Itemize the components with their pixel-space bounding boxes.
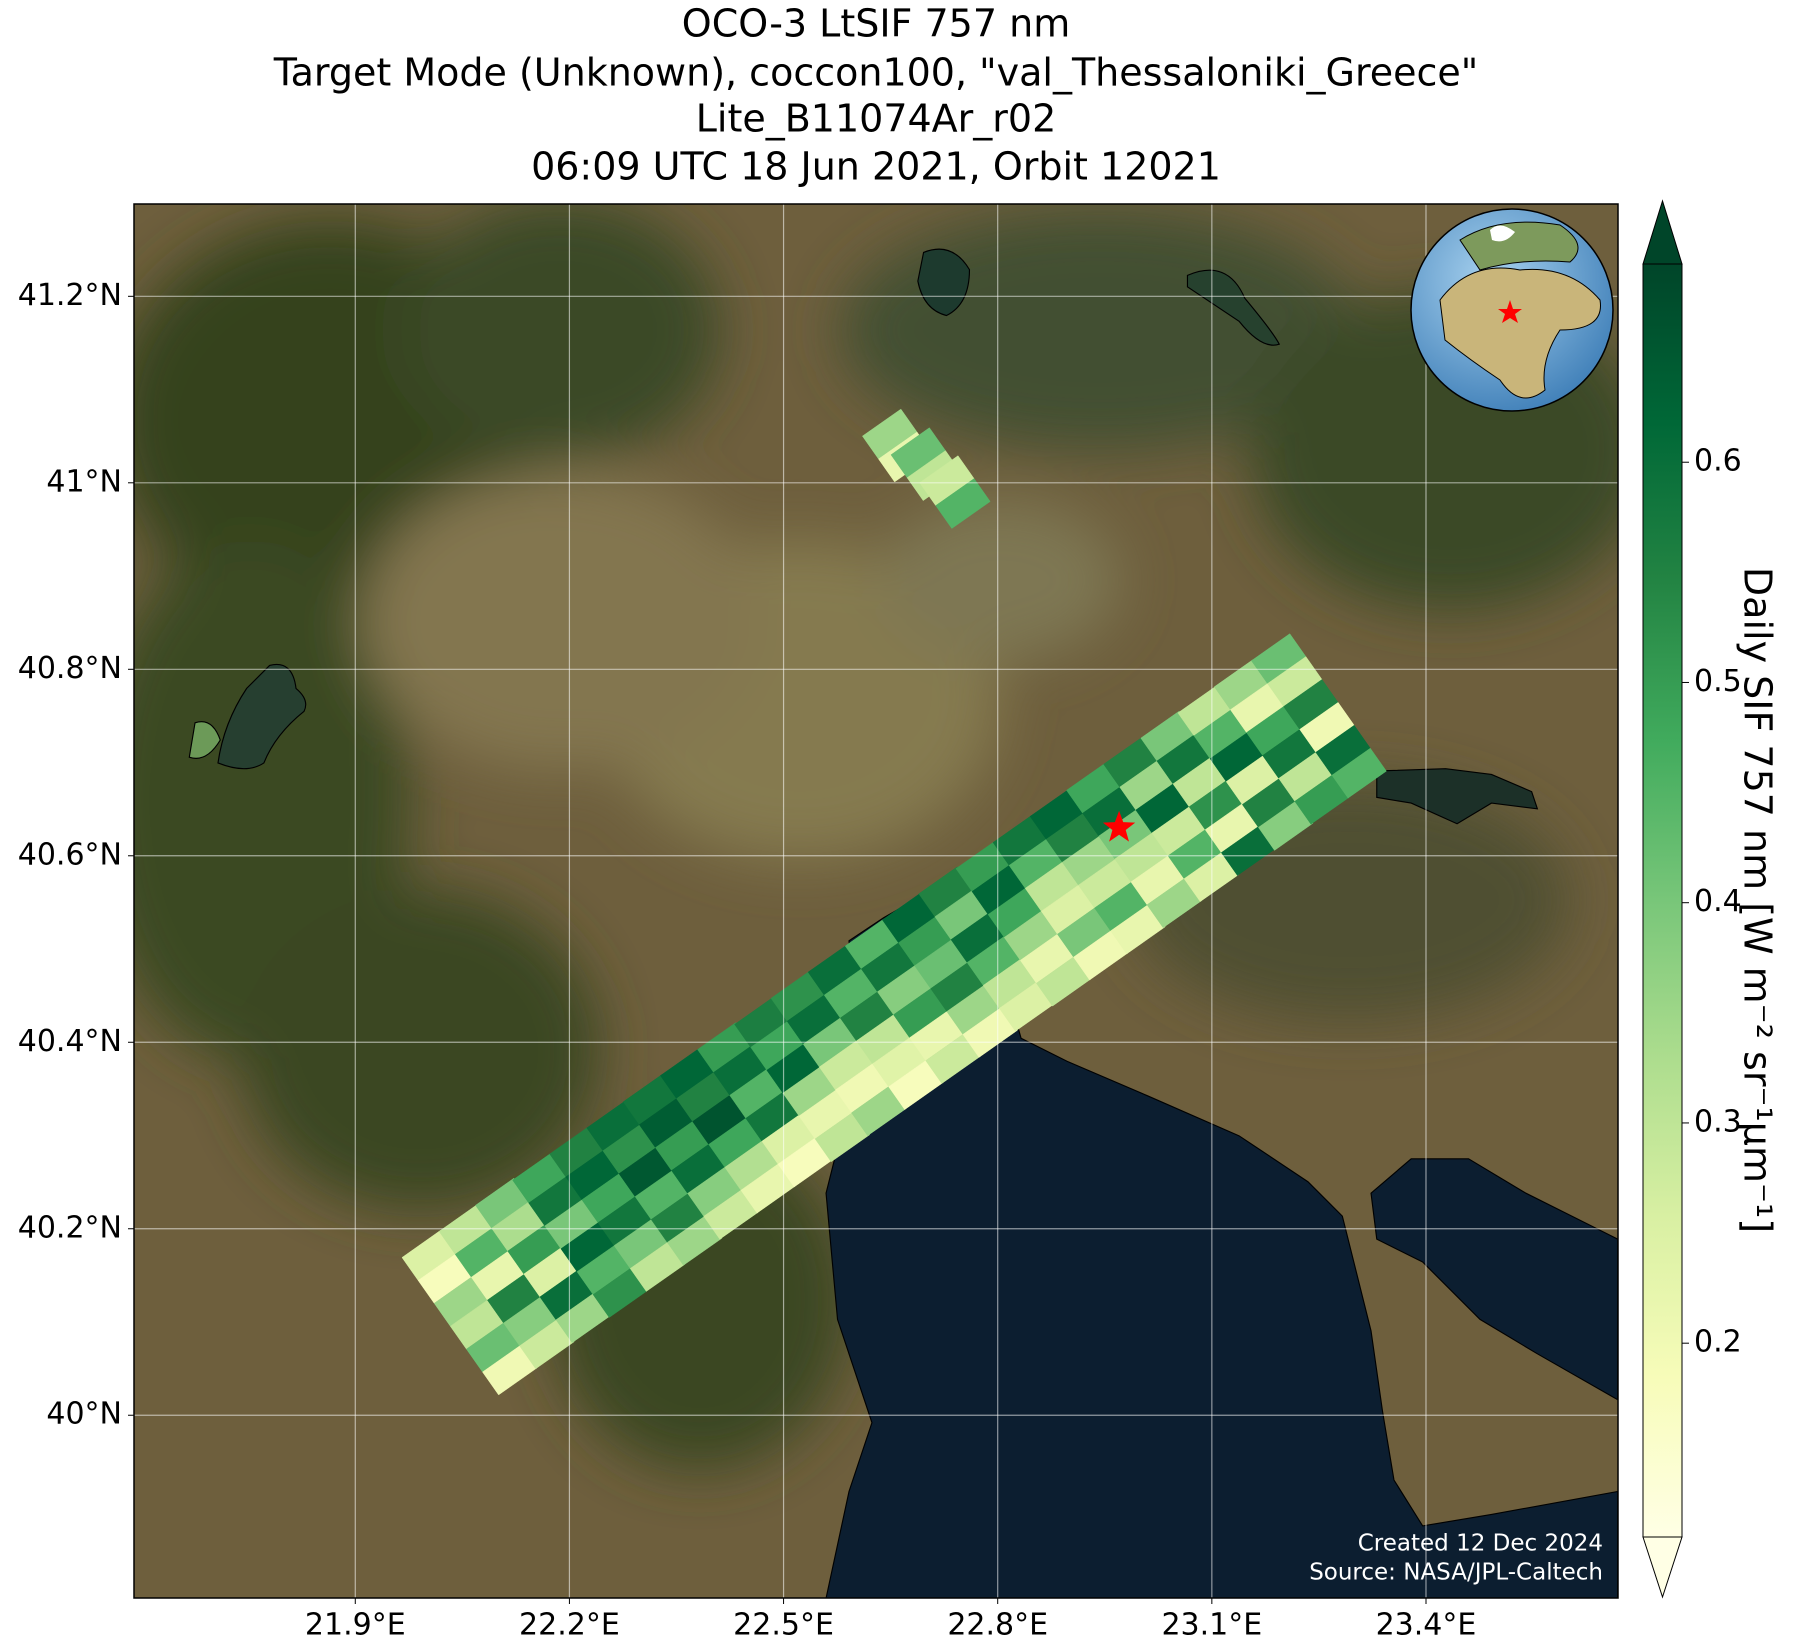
credits: Created 12 Dec 2024 Source: NASA/JPL-Cal… (1309, 1531, 1603, 1586)
y-tick-label: 40.8°N (18, 651, 122, 686)
title-block: OCO-3 LtSIF 757 nm Target Mode (Unknown)… (273, 2, 1479, 189)
globe-inset (1410, 208, 1614, 412)
x-tick-label: 22.5°E (733, 1608, 834, 1643)
colorbar-extend-max (1642, 199, 1683, 265)
x-tick-label: 21.9°E (305, 1608, 406, 1643)
lake (1186, 269, 1281, 346)
sif-cell (519, 1318, 575, 1370)
colorbar-tick-label: 0.6 (1694, 444, 1742, 479)
colorbar-tick-label: 0.5 (1694, 664, 1742, 699)
sif-cell (962, 1007, 1018, 1058)
y-tick-label: 40.2°N (18, 1210, 122, 1245)
chart-title: OCO-3 LtSIF 757 nm (682, 2, 1070, 46)
lake (217, 663, 307, 770)
chart-subtitle: Target Mode (Unknown), coccon100, "val_T… (273, 51, 1479, 95)
x-tick-label: 22.8°E (947, 1608, 1048, 1643)
credit-text: Source: NASA/JPL-Caltech (1309, 1560, 1603, 1586)
colorbar-tick-label: 0.3 (1694, 1104, 1742, 1139)
grid (134, 204, 1618, 1598)
sif-cell (1110, 903, 1166, 955)
colorbar-tick-label: 0.4 (1694, 884, 1742, 919)
x-tick-label: 22.2°E (519, 1608, 620, 1643)
target (1102, 810, 1136, 842)
colorbar-bar (1642, 263, 1683, 1538)
lake (917, 248, 971, 317)
plot-frame (133, 203, 1619, 1599)
y-tick-label: 40°N (46, 1397, 122, 1432)
colorbar-tick-label: 0.2 (1694, 1325, 1742, 1360)
colorbar: 0.2 0.3 0.4 0.5 0.6 (1642, 199, 1742, 1599)
target-star (1102, 810, 1136, 842)
sif-cell (935, 478, 991, 529)
colorbar-extend-min (1642, 1536, 1683, 1599)
sif-cell (814, 1111, 870, 1163)
y-tick-label: 41.2°N (18, 278, 122, 313)
sif-cell (1258, 800, 1314, 851)
chart-subtitle: 06:09 UTC 18 Jun 2021, Orbit 12021 (531, 145, 1221, 189)
basemap: Created 12 Dec 2024 Source: NASA/JPL-Cal… (134, 204, 1618, 1598)
x-tick-label: 23.4°E (1376, 1608, 1477, 1643)
sif-cell (1331, 747, 1387, 799)
y-tick-label: 40.6°N (18, 837, 122, 872)
credit-text: Created 12 Dec 2024 (1358, 1531, 1603, 1557)
lake (188, 721, 221, 759)
axes: 21.9°E 22.2°E 22.5°E 22.8°E 23.1°E 23.4°E 40°N… (18, 278, 1477, 1643)
y-tick-label: 40.4°N (18, 1024, 122, 1059)
lake (1376, 768, 1539, 825)
swath (401, 408, 1387, 1396)
chart-subtitle: Lite_B11074Ar_r02 (696, 97, 1057, 141)
colorbar-label: Daily SIF 757 nm [W m⁻² sr⁻¹μm⁻¹] (1736, 567, 1780, 1233)
x-tick-label: 23.1°E (1161, 1608, 1262, 1643)
y-tick-label: 41°N (46, 464, 122, 499)
sif-cell (666, 1215, 723, 1266)
